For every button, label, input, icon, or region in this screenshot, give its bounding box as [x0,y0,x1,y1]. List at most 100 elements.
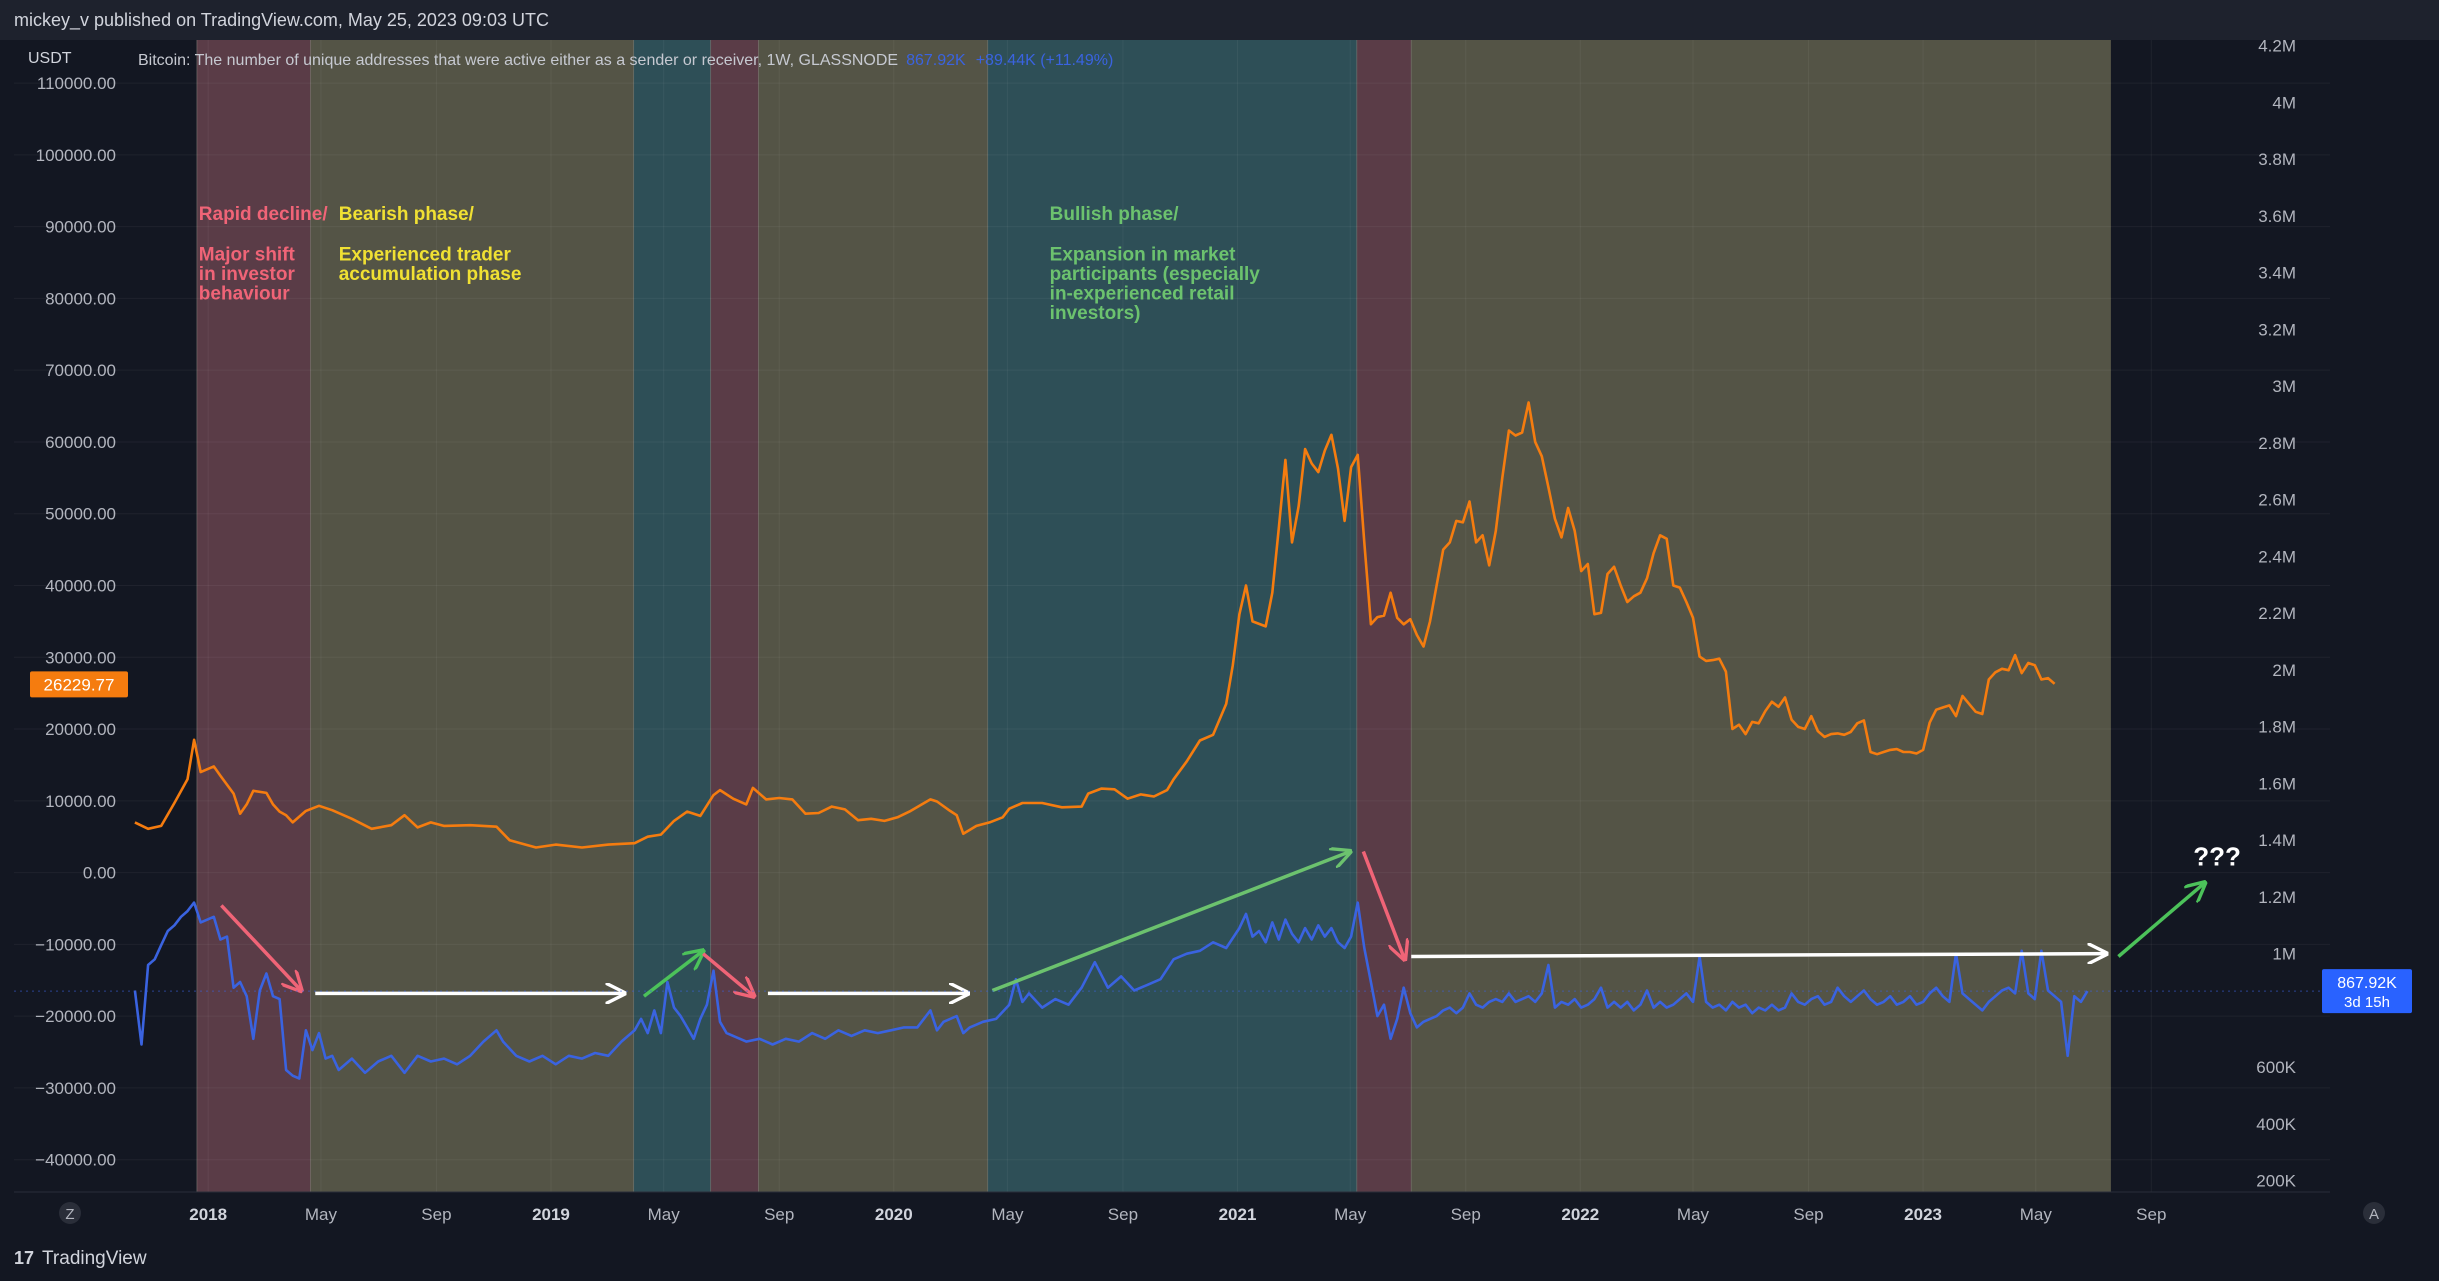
phase-band-bearish [758,40,988,1192]
left-axis-tick: 100000.00 [36,146,116,165]
axis-left-button-label: Z [65,1206,74,1223]
left-axis-tick: −20000.00 [35,1007,116,1026]
future-up-arrow [2117,883,2204,958]
footer: 17 TradingView [0,1236,2439,1281]
x-axis-tick: 2019 [532,1205,570,1224]
right-axis-tick: 400K [2256,1115,2296,1134]
question-marks: ??? [2193,842,2241,872]
right-axis-tick: 2M [2272,661,2296,680]
price-line [134,401,2056,849]
left-axis-tick: −30000.00 [35,1079,116,1098]
series-lines [133,401,2089,1080]
right-axis-tick: 200K [2256,1172,2296,1191]
axes: 110000.00 100000.00 90000.00 80000.00 70000.… [14,40,2439,1236]
x-axis-tick: Sep [1451,1205,1481,1224]
annotation-bearish-line: accumulation phase [339,264,522,285]
x-axis-tick: 2021 [1219,1205,1257,1224]
right-axis-tick: 600K [2256,1058,2296,1077]
right-axis-tick: 1M [2272,945,2296,964]
left-axis-tick: 50000.00 [45,505,116,524]
right-axis-tick: 3.6M [2258,207,2296,226]
axis-left-button [59,1202,81,1224]
decline-arrow [1361,850,1404,960]
right-axis-tick: 1.4M [2258,831,2296,850]
right-axis-tick: 1.8M [2258,718,2296,737]
right-axis-tick: 3.4M [2258,264,2296,283]
value-countdown: 3d 15h [2344,994,2390,1011]
x-axis-tick: Sep [1793,1205,1823,1224]
value-label-box [2322,969,2412,1014]
right-axis-tick: 2.8M [2258,434,2296,453]
annotation-bullish-line: participants (especially [1050,264,1261,285]
right-axis-tick: 2.2M [2258,604,2296,623]
currency-label: USDT [28,50,72,67]
rise-arrow [642,951,703,998]
annotation-bearish-line: Experienced trader [339,245,512,266]
annotation-rapid-decline-line: Major shift [199,245,296,266]
right-axis-tick: 2.6M [2258,491,2296,510]
legend-description: Bitcoin: The number of unique addresses … [138,52,898,69]
decline-arrow [702,952,754,997]
left-axis-tick: 90000.00 [45,218,116,237]
phase-band-bearish [1411,40,2111,1192]
tradingview-logo: 17 [14,1248,35,1268]
x-axis-tick: 2022 [1561,1205,1599,1224]
right-axis-tick: 3M [2272,377,2296,396]
x-axis-tick: May [305,1205,338,1224]
right-axis-tick: 1.2M [2258,888,2296,907]
x-axis-tick: 2020 [875,1205,913,1224]
x-axis-tick: May [648,1205,681,1224]
right-axis-panel [2330,40,2439,1236]
right-axis-tick: 3.8M [2258,150,2296,169]
legend-change: +89.44K (+11.49%) [976,52,1114,69]
left-axis-tick: 10000.00 [45,792,116,811]
left-axis-tick: 30000.00 [45,648,116,667]
right-axis-tick: 3.2M [2258,320,2296,339]
phase-band-rapid-decline [196,40,311,1192]
annotation-bullish-line: investors) [1050,303,1141,324]
x-axis-tick: May [1334,1205,1367,1224]
x-axis-tick: Sep [1108,1205,1138,1224]
grid-lines [14,40,2330,1192]
phase-band-bearish [310,40,634,1192]
left-axis-tick: 70000.00 [45,361,116,380]
chart-legend: Bitcoin: The number of unique addresses … [138,52,1113,69]
annotation-bullish-line: Bullish phase/ [1050,204,1180,225]
publisher-line: mickey_v published on TradingView.com, M… [14,10,549,30]
left-axis-tick: 40000.00 [45,576,116,595]
phase-band-bullish [987,40,1357,1192]
right-axis-tick: 2.4M [2258,547,2296,566]
left-axis-tick: 0.00 [83,864,116,883]
annotation-rapid-decline-line: in investor [199,264,296,285]
active-addresses-line [133,901,2089,1080]
price-label-box [30,671,128,698]
axis-right-button-label: A [2369,1206,2379,1223]
right-axis-tick: 4.2M [2258,40,2296,56]
value-label: 867.92K [2337,975,2397,992]
x-axis-tick: 2023 [1904,1205,1942,1224]
annotation-bullish-line: Expansion in market [1050,245,1237,266]
x-axis-tick: May [991,1205,1024,1224]
brand-name: TradingView [42,1247,147,1269]
x-axis-tick: May [1677,1205,1710,1224]
x-axis-tick: 2018 [189,1205,227,1224]
phase-band-rapid-decline [710,40,759,1192]
left-axis-tick: 20000.00 [45,720,116,739]
axis-right-button [2363,1202,2385,1224]
publisher-header: mickey_v published on TradingView.com, M… [0,0,2439,40]
right-axis-tick: 1.6M [2258,774,2296,793]
annotation-rapid-decline-line: behaviour [199,284,290,305]
price-label: 26229.77 [44,675,115,694]
x-axis-tick: Sep [2136,1205,2166,1224]
left-axis-tick: −40000.00 [35,1151,116,1170]
sideways-arrow [1411,954,2106,957]
left-axis-tick: 60000.00 [45,433,116,452]
decline-arrow [220,904,301,990]
right-axis-tick: 4M [2272,93,2296,112]
x-axis-tick: Sep [764,1205,794,1224]
drawn-arrows: ??? [220,842,2241,998]
x-axis-tick: Sep [421,1205,451,1224]
annotation-bullish-line: in-experienced retail [1050,284,1235,305]
